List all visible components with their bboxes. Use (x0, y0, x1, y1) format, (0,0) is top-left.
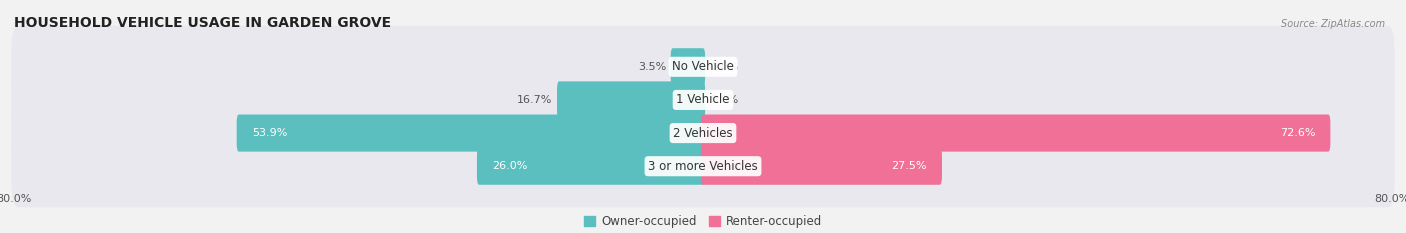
Text: 3.5%: 3.5% (638, 62, 666, 72)
Text: 0.0%: 0.0% (710, 62, 738, 72)
FancyBboxPatch shape (477, 148, 706, 185)
FancyBboxPatch shape (11, 59, 1395, 141)
Text: 26.0%: 26.0% (492, 161, 527, 171)
FancyBboxPatch shape (557, 81, 706, 119)
Legend: Owner-occupied, Renter-occupied: Owner-occupied, Renter-occupied (579, 210, 827, 233)
FancyBboxPatch shape (11, 26, 1395, 108)
Text: 0.0%: 0.0% (710, 95, 738, 105)
FancyBboxPatch shape (700, 114, 1330, 152)
FancyBboxPatch shape (11, 92, 1395, 174)
Text: 27.5%: 27.5% (891, 161, 927, 171)
FancyBboxPatch shape (11, 125, 1395, 207)
Text: 53.9%: 53.9% (252, 128, 287, 138)
Text: 72.6%: 72.6% (1279, 128, 1315, 138)
Text: 3 or more Vehicles: 3 or more Vehicles (648, 160, 758, 173)
Text: No Vehicle: No Vehicle (672, 60, 734, 73)
FancyBboxPatch shape (700, 148, 942, 185)
Text: 16.7%: 16.7% (517, 95, 553, 105)
FancyBboxPatch shape (671, 48, 706, 85)
FancyBboxPatch shape (236, 114, 706, 152)
Text: HOUSEHOLD VEHICLE USAGE IN GARDEN GROVE: HOUSEHOLD VEHICLE USAGE IN GARDEN GROVE (14, 16, 391, 30)
Text: 2 Vehicles: 2 Vehicles (673, 127, 733, 140)
Text: 1 Vehicle: 1 Vehicle (676, 93, 730, 106)
Text: Source: ZipAtlas.com: Source: ZipAtlas.com (1281, 19, 1385, 29)
